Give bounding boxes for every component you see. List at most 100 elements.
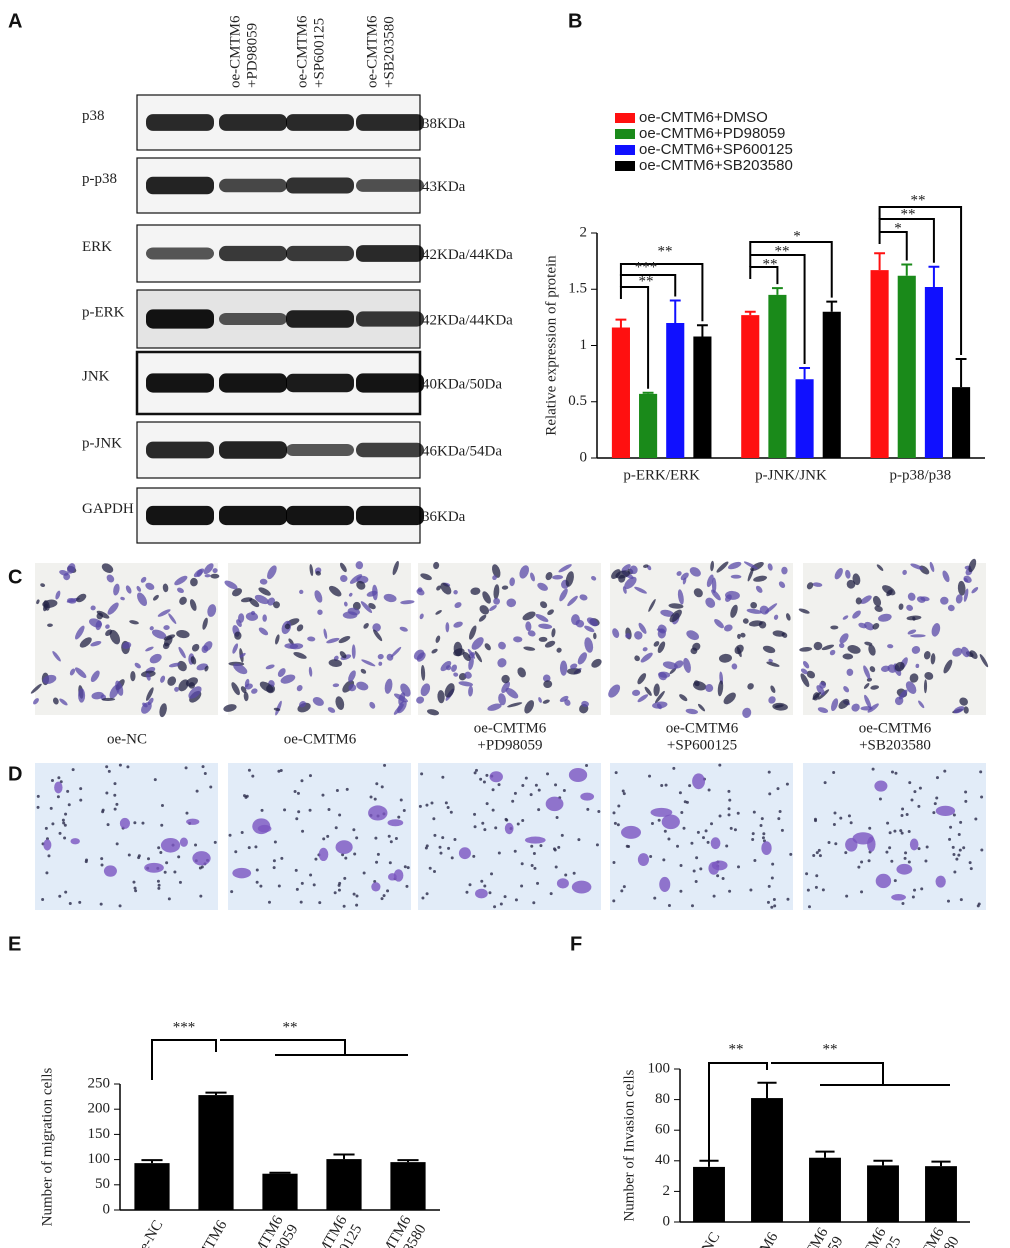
cell bbox=[137, 592, 148, 606]
blot-band bbox=[286, 245, 354, 262]
pore bbox=[751, 837, 755, 841]
cell bbox=[120, 596, 125, 601]
pore bbox=[497, 851, 501, 855]
pore bbox=[964, 790, 968, 794]
cell bbox=[677, 589, 684, 605]
blot-band bbox=[219, 313, 287, 325]
cell bbox=[259, 681, 274, 693]
cell bbox=[737, 633, 741, 639]
cell bbox=[768, 658, 773, 663]
cell bbox=[332, 683, 340, 688]
pore bbox=[679, 889, 683, 893]
blot-band bbox=[146, 505, 214, 526]
cell bbox=[191, 643, 200, 652]
cell bbox=[907, 592, 916, 601]
pore bbox=[664, 783, 668, 787]
error-bar bbox=[931, 1160, 951, 1167]
cell bbox=[679, 694, 688, 702]
cell bbox=[519, 565, 530, 579]
cell bbox=[542, 674, 551, 683]
cell bbox=[134, 662, 141, 669]
pore bbox=[133, 886, 137, 890]
blot-label: p-JNK bbox=[82, 435, 122, 451]
cell bbox=[343, 601, 348, 607]
cell bbox=[267, 597, 276, 606]
cell bbox=[52, 651, 61, 662]
pore bbox=[345, 787, 349, 791]
cell bbox=[963, 577, 969, 583]
cell bbox=[505, 687, 519, 699]
pore bbox=[560, 833, 564, 837]
blot-band bbox=[286, 373, 354, 393]
pore bbox=[888, 831, 892, 835]
pore bbox=[924, 859, 928, 863]
blot-band bbox=[356, 114, 424, 131]
cell bbox=[369, 701, 376, 709]
cell bbox=[620, 825, 642, 839]
error-bar bbox=[826, 300, 838, 312]
cell bbox=[454, 602, 462, 609]
pore bbox=[485, 802, 489, 806]
cell bbox=[743, 561, 758, 570]
pore bbox=[625, 844, 629, 848]
pore bbox=[974, 817, 978, 821]
cell bbox=[275, 700, 282, 716]
pore bbox=[127, 853, 131, 857]
pore bbox=[554, 865, 558, 869]
pore bbox=[520, 862, 524, 866]
pore bbox=[247, 846, 251, 850]
pore bbox=[58, 831, 62, 835]
legend-swatch bbox=[615, 161, 635, 171]
cell bbox=[178, 679, 189, 692]
cell bbox=[742, 618, 749, 624]
pore bbox=[555, 816, 559, 820]
error-bar bbox=[815, 1150, 835, 1158]
pore bbox=[505, 818, 509, 822]
pore bbox=[450, 856, 454, 860]
pore bbox=[421, 896, 425, 900]
cell bbox=[232, 643, 239, 654]
cell bbox=[400, 683, 411, 697]
pore bbox=[63, 823, 67, 827]
pore bbox=[969, 867, 973, 871]
y-tick-label: 200 bbox=[88, 1101, 111, 1117]
x-tick-label: p-JNK/JNK bbox=[755, 467, 827, 483]
pore bbox=[959, 820, 963, 824]
pore bbox=[772, 897, 776, 901]
cell bbox=[656, 703, 662, 710]
cell bbox=[916, 596, 926, 603]
cell bbox=[961, 646, 970, 658]
bar bbox=[741, 315, 760, 458]
cell bbox=[683, 657, 691, 673]
cell bbox=[416, 696, 425, 704]
cell bbox=[318, 847, 329, 862]
cell bbox=[621, 564, 631, 572]
pore bbox=[44, 826, 48, 830]
cell bbox=[640, 652, 653, 663]
pore bbox=[839, 816, 843, 820]
pore bbox=[433, 870, 437, 874]
pore bbox=[771, 862, 775, 866]
y-tick-label: 2 bbox=[580, 224, 588, 240]
cell bbox=[482, 591, 491, 604]
cell bbox=[714, 619, 724, 629]
cell bbox=[730, 574, 742, 579]
pore bbox=[36, 805, 40, 809]
cell bbox=[618, 574, 626, 583]
pore bbox=[706, 840, 710, 844]
pore bbox=[513, 791, 517, 795]
x-tick-label: oe-CMTM6 bbox=[180, 1217, 230, 1248]
significance-label: ** bbox=[729, 1041, 744, 1057]
cell bbox=[612, 628, 620, 638]
cell bbox=[458, 847, 471, 860]
pore bbox=[737, 865, 741, 869]
pore bbox=[342, 904, 346, 908]
pore bbox=[165, 861, 169, 865]
y-tick-label: 60 bbox=[655, 1122, 670, 1138]
cell bbox=[176, 630, 190, 639]
cell bbox=[761, 841, 772, 855]
pore bbox=[177, 855, 181, 859]
pore bbox=[946, 899, 950, 903]
pore bbox=[980, 848, 984, 852]
y-tick-label: 150 bbox=[88, 1126, 111, 1142]
